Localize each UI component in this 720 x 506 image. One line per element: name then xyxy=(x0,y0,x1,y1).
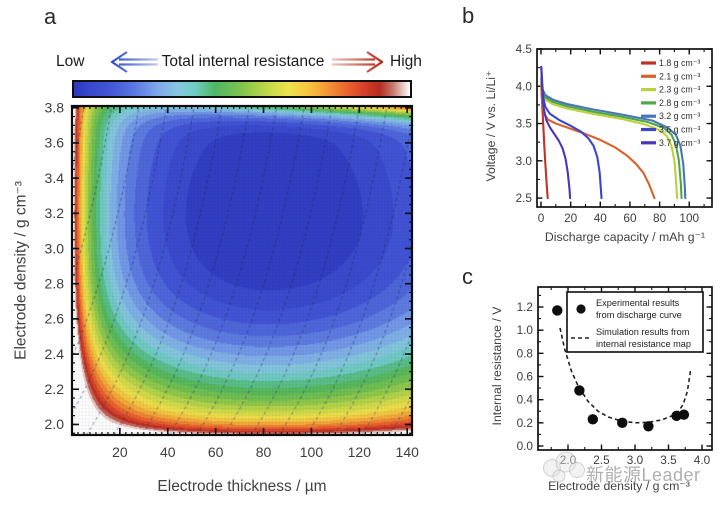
svg-text:2.4: 2.4 xyxy=(45,346,65,362)
panel-b-label: b xyxy=(462,3,475,28)
simulation-curve xyxy=(559,327,692,424)
discharge-curve-2.8 g cm⁻³ xyxy=(540,81,683,200)
experimental-point xyxy=(552,305,563,316)
svg-text:60: 60 xyxy=(208,444,224,460)
svg-text:3.2: 3.2 xyxy=(45,205,65,221)
svg-text:Experimental results: Experimental results xyxy=(596,298,680,308)
panel-b-plot: 0 20 40 60 80 100 2.5 3.0 3.5 4.0 4.5 1.8 g cm⁻³ 2.1… xyxy=(516,42,713,225)
svg-text:0.0: 0.0 xyxy=(517,439,534,453)
svg-text:80: 80 xyxy=(653,211,667,225)
colorbar-high-label: High xyxy=(390,53,422,70)
svg-text:2.3 g cm⁻³: 2.3 g cm⁻³ xyxy=(659,85,700,95)
svg-text:0: 0 xyxy=(538,211,545,225)
svg-text:140: 140 xyxy=(396,444,420,460)
svg-text:20: 20 xyxy=(564,211,578,225)
svg-text:60: 60 xyxy=(623,211,637,225)
svg-text:2.8: 2.8 xyxy=(45,275,65,291)
svg-text:1.8 g cm⁻³: 1.8 g cm⁻³ xyxy=(659,58,700,68)
panel-c-label: c xyxy=(462,264,473,289)
panel-a-label: a xyxy=(44,4,57,29)
colorbar-title: Total internal resistance xyxy=(161,53,325,70)
svg-text:3.8: 3.8 xyxy=(45,100,65,116)
colorbar-gradient xyxy=(72,80,412,98)
panel-c-plot: 2.0 2.5 3.0 3.5 4.0 0.0 0.2 0.4 0.6 0.8 1.0 1.2 Expe… xyxy=(517,286,713,467)
svg-text:3.0: 3.0 xyxy=(516,154,533,168)
svg-text:2.0: 2.0 xyxy=(560,453,577,467)
resistance-map-canvas xyxy=(72,106,412,435)
panel-a-xlabel: Electrode thickness / µm xyxy=(157,478,327,495)
panel-c-xlabel: Electrode density / g cm⁻³ xyxy=(548,479,690,493)
svg-text:100: 100 xyxy=(300,444,324,460)
svg-text:2.1 g cm⁻³: 2.1 g cm⁻³ xyxy=(659,71,700,81)
svg-text:3.0: 3.0 xyxy=(627,453,644,467)
svg-text:4.0: 4.0 xyxy=(516,79,533,93)
svg-text:internal resistance map: internal resistance map xyxy=(596,339,691,349)
svg-text:0.6: 0.6 xyxy=(517,370,534,384)
svg-text:Simulation results from: Simulation results from xyxy=(596,327,690,337)
experimental-marker-icon xyxy=(576,304,586,314)
discharge-curve-3.7 g cm⁻³ xyxy=(540,65,572,200)
svg-text:120: 120 xyxy=(348,444,372,460)
svg-text:3.6 g cm⁻³: 3.6 g cm⁻³ xyxy=(659,125,700,135)
panel-c-legend: Experimental results from discharge curve… xyxy=(566,291,704,353)
experimental-point xyxy=(678,409,690,420)
panel-b-xlabel: Discharge capacity / mAh g⁻¹ xyxy=(544,230,706,244)
svg-text:100: 100 xyxy=(679,211,699,225)
panel-a-axes: 20 40 60 80 100 120 140 2.0 2.2 2.4 2.6 2.8 3.0 3.2 3.… xyxy=(45,51,420,460)
svg-text:2.0: 2.0 xyxy=(45,416,65,432)
watermark-text: 新能源Leader xyxy=(586,465,701,485)
svg-text:1.0: 1.0 xyxy=(517,323,534,337)
colorbar-low-label: Low xyxy=(56,53,85,70)
svg-text:0.2: 0.2 xyxy=(517,416,533,430)
panel-a-ylabel: Electrode density / g cm⁻³ xyxy=(12,181,30,360)
svg-text:80: 80 xyxy=(256,444,272,460)
svg-text:0.8: 0.8 xyxy=(517,346,534,360)
discharge-curve-2.3 g cm⁻³ xyxy=(540,82,679,200)
experimental-point xyxy=(643,421,654,432)
svg-text:3.4: 3.4 xyxy=(45,170,65,186)
svg-text:3.6: 3.6 xyxy=(45,135,65,151)
svg-text:3.7 g cm⁻³: 3.7 g cm⁻³ xyxy=(659,138,700,148)
svg-text:4.5: 4.5 xyxy=(516,42,533,56)
svg-text:3.2 g cm⁻³: 3.2 g cm⁻³ xyxy=(659,111,700,121)
svg-text:3.5: 3.5 xyxy=(660,453,677,467)
svg-text:from discharge curve: from discharge curve xyxy=(596,310,682,320)
panel-a-ticks xyxy=(71,106,412,435)
experimental-point xyxy=(617,417,628,429)
svg-text:3.0: 3.0 xyxy=(45,240,65,256)
experimental-point xyxy=(574,385,585,396)
svg-text:2.2: 2.2 xyxy=(45,381,65,397)
panel-b-ylabel: Voltage / V vs. Li/Li⁺ xyxy=(484,70,498,182)
svg-text:2.8 g cm⁻³: 2.8 g cm⁻³ xyxy=(659,98,700,108)
svg-text:4.0: 4.0 xyxy=(694,453,711,467)
discharge-curve-3.2 g cm⁻³ xyxy=(540,77,687,200)
svg-text:2.5: 2.5 xyxy=(593,453,610,467)
svg-text:1.2: 1.2 xyxy=(517,300,533,314)
svg-text:2.5: 2.5 xyxy=(516,191,533,205)
svg-text:0.4: 0.4 xyxy=(517,393,534,407)
low-arrow-icon xyxy=(110,51,158,73)
svg-text:20: 20 xyxy=(112,444,128,460)
experimental-point xyxy=(587,414,598,425)
svg-text:3.5: 3.5 xyxy=(516,117,533,131)
high-arrow-icon xyxy=(332,51,384,73)
svg-text:40: 40 xyxy=(160,444,176,460)
panel-b-legend: 1.8 g cm⁻³ 2.1 g cm⁻³ 2.3 g cm⁻³ 2.8 g cm⁻³… xyxy=(641,58,700,148)
svg-text:40: 40 xyxy=(594,211,608,225)
svg-text:2.6: 2.6 xyxy=(45,311,65,327)
